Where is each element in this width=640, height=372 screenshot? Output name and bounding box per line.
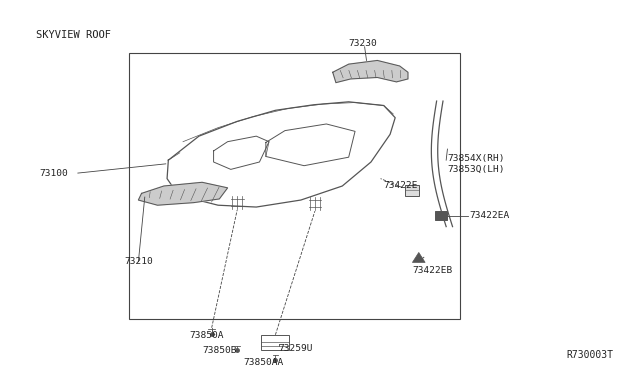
Polygon shape [412, 253, 425, 262]
Bar [435, 211, 447, 220]
Text: 73854X(RH): 73854X(RH) [447, 154, 505, 163]
Text: 73850A: 73850A [189, 331, 224, 340]
Text: 73850AA: 73850AA [244, 358, 284, 367]
Text: 73853Q(LH): 73853Q(LH) [447, 165, 505, 174]
Text: SKYVIEW ROOF: SKYVIEW ROOF [36, 30, 111, 40]
Text: 73210: 73210 [124, 257, 153, 266]
Polygon shape [333, 61, 408, 83]
Text: 73422EA: 73422EA [470, 211, 510, 220]
Text: 73230: 73230 [349, 39, 378, 48]
Text: 73422E: 73422E [384, 182, 418, 190]
Text: 73259U: 73259U [278, 344, 313, 353]
Text: 73422EB: 73422EB [412, 266, 452, 275]
Bar [405, 185, 419, 196]
Text: 73100: 73100 [40, 169, 68, 177]
Bar [129, 53, 460, 319]
Text: R730003T: R730003T [566, 350, 613, 360]
Polygon shape [138, 182, 228, 205]
Text: 73850B: 73850B [202, 346, 237, 355]
Bar [261, 335, 289, 350]
